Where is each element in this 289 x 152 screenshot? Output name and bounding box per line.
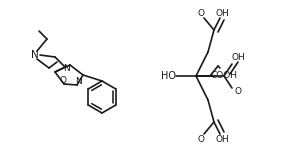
Text: O: O [197,9,205,17]
Text: O: O [60,76,66,85]
Text: COOH: COOH [210,71,238,81]
Text: OH: OH [231,54,245,62]
Text: O: O [197,135,205,143]
Text: N: N [31,50,39,60]
Text: HO: HO [162,71,177,81]
Text: N: N [64,64,71,73]
Text: O: O [234,88,242,97]
Text: N: N [76,77,82,86]
Text: OH: OH [215,9,229,17]
Text: OH: OH [215,135,229,143]
